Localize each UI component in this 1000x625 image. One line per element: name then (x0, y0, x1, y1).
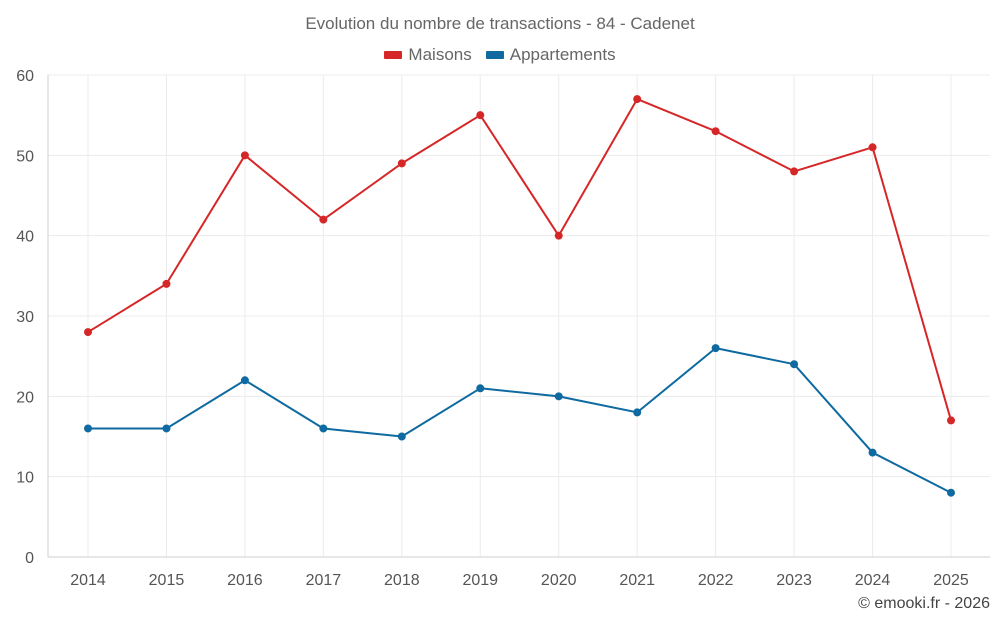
data-point-maisons (712, 127, 720, 135)
x-tick-label: 2023 (776, 572, 812, 589)
data-point-appartements (84, 424, 92, 432)
data-point-appartements (162, 424, 170, 432)
data-point-appartements (476, 384, 484, 392)
data-point-appartements (241, 376, 249, 384)
data-point-appartements (947, 489, 955, 497)
data-point-maisons (790, 167, 798, 175)
x-tick-label: 2024 (855, 572, 891, 589)
data-point-maisons (869, 143, 877, 151)
x-tick-label: 2025 (933, 572, 969, 589)
x-tick-label: 2017 (306, 572, 342, 589)
x-tick-label: 2014 (70, 572, 106, 589)
x-tick-label: 2015 (149, 572, 185, 589)
y-tick-label: 50 (16, 148, 34, 165)
y-tick-label: 60 (16, 68, 34, 85)
data-point-appartements (398, 433, 406, 441)
series-line-maisons (88, 99, 951, 420)
data-point-maisons (398, 159, 406, 167)
x-tick-label: 2021 (619, 572, 655, 589)
data-point-appartements (633, 408, 641, 416)
data-point-maisons (319, 216, 327, 224)
data-point-appartements (869, 449, 877, 457)
data-point-maisons (633, 95, 641, 103)
credit-text: © emooki.fr - 2026 (858, 595, 990, 613)
data-point-maisons (162, 280, 170, 288)
y-tick-label: 20 (16, 389, 34, 406)
data-point-appartements (555, 392, 563, 400)
data-point-maisons (241, 151, 249, 159)
line-chart: 0 10 20 30 40 50 60 2014 2015 2016 2017 2018 2019 202… (0, 0, 1000, 625)
data-point-appartements (319, 424, 327, 432)
x-tick-label: 2016 (227, 572, 263, 589)
series-line-appartements (88, 348, 951, 493)
data-point-maisons (947, 416, 955, 424)
data-point-appartements (790, 360, 798, 368)
y-tick-label: 10 (16, 470, 34, 487)
data-point-maisons (84, 328, 92, 336)
y-tick-label: 0 (25, 550, 34, 567)
data-point-maisons (555, 232, 563, 240)
y-tick-label: 30 (16, 309, 34, 326)
data-point-maisons (476, 111, 484, 119)
x-tick-label: 2019 (462, 572, 498, 589)
y-tick-label: 40 (16, 229, 34, 246)
x-tick-label: 2022 (698, 572, 734, 589)
data-point-appartements (712, 344, 720, 352)
x-tick-label: 2018 (384, 572, 420, 589)
x-tick-label: 2020 (541, 572, 577, 589)
